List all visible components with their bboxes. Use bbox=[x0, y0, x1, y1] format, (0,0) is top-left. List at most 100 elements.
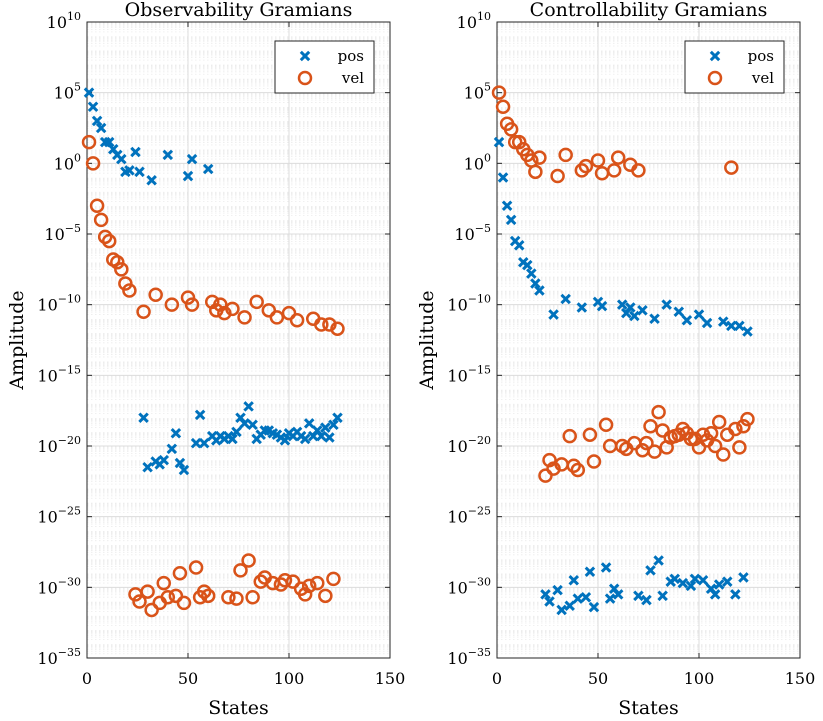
ctrl-y-tick-label: 10−5 bbox=[454, 222, 491, 244]
obs-pos-point-stroke bbox=[190, 437, 202, 449]
ctrl-pos-point-stroke bbox=[722, 576, 733, 587]
ctrl-series-vel bbox=[491, 85, 755, 483]
ctrl-vel-point bbox=[703, 426, 719, 441]
obs-pos-point-stroke bbox=[239, 418, 250, 429]
ctrl-pos-point bbox=[596, 300, 608, 312]
obs-vel-point bbox=[237, 310, 252, 325]
ctrl-pos-point bbox=[633, 590, 644, 602]
ctrl-vel-point bbox=[639, 435, 654, 451]
ctrl-pos-point bbox=[604, 593, 616, 604]
obs-pos-point-stroke bbox=[134, 166, 145, 178]
obs-pos-point-stroke bbox=[107, 143, 119, 155]
ctrl-pos-point-stroke bbox=[689, 573, 701, 585]
ctrl-vel-point bbox=[582, 427, 598, 442]
ctrl-pos-point-stroke bbox=[701, 317, 713, 329]
ctrl-vel-point bbox=[566, 458, 582, 474]
ctrl-pos-point bbox=[701, 317, 713, 329]
obs-pos-point-stroke bbox=[279, 435, 291, 446]
obs-pos-point-stroke bbox=[87, 101, 99, 113]
obs-y-tick-label: 10−10 bbox=[37, 293, 81, 315]
obs-pos-point-stroke bbox=[312, 425, 323, 436]
obs-pos-point-stroke bbox=[332, 412, 343, 423]
obs-pos-point-stroke bbox=[182, 170, 194, 182]
ctrl-pos-point bbox=[661, 299, 672, 310]
ctrl-vel-point bbox=[732, 440, 747, 455]
ctrl-pos-point bbox=[576, 302, 588, 313]
ctrl-vel-point bbox=[675, 421, 691, 437]
ctrl-pos-point-stroke bbox=[584, 566, 596, 578]
obs-vel-point bbox=[322, 317, 337, 332]
obs-y-tick-label: 10−5 bbox=[44, 222, 81, 244]
obs-pos-point bbox=[194, 409, 206, 421]
ctrl-vel-point bbox=[532, 150, 547, 165]
obs-y-tick-label: 105 bbox=[54, 81, 81, 103]
obs-vel-point bbox=[310, 575, 325, 591]
ctrl-y-tick-label: 10−35 bbox=[447, 646, 491, 668]
ctrl-pos-point-stroke bbox=[637, 305, 648, 316]
obs-pos-point bbox=[332, 412, 343, 423]
obs-pos-point-stroke bbox=[83, 87, 95, 98]
ctrl-vel-point bbox=[707, 438, 723, 454]
obs-pos-point-stroke bbox=[174, 457, 186, 469]
ctrl-pos-point-stroke bbox=[713, 579, 725, 590]
ctrl-pos-point bbox=[584, 566, 596, 578]
ctrl-pos-point-stroke bbox=[552, 584, 563, 596]
ctrl-pos-point bbox=[669, 573, 681, 585]
obs-vel-point bbox=[326, 571, 341, 587]
obs-pos-point-stroke bbox=[231, 426, 242, 438]
ctrl-vel-point bbox=[691, 440, 707, 455]
ctrl-pos-point-stroke bbox=[596, 300, 608, 312]
ctrl-pos-point bbox=[730, 589, 741, 600]
obs-x-tick-label: 50 bbox=[178, 669, 198, 688]
ctrl-pos-point-stroke bbox=[685, 580, 697, 592]
ctrl-pos-point-stroke bbox=[661, 299, 672, 310]
ctrl-pos-point bbox=[493, 136, 505, 148]
obs-vel-point bbox=[136, 304, 151, 319]
obs-vel-point bbox=[213, 297, 228, 312]
obs-pos-point bbox=[328, 419, 339, 431]
obs-legend: pos vel bbox=[274, 40, 375, 94]
ctrl-pos-point bbox=[726, 320, 737, 332]
ctrl-pos-point-stroke bbox=[580, 591, 592, 603]
ctrl-pos-point bbox=[564, 600, 575, 611]
ctrl-pos-point bbox=[580, 591, 592, 603]
obs-pos-point bbox=[170, 428, 182, 439]
obs-pos-point bbox=[227, 433, 238, 445]
ctrl-vel-point bbox=[610, 150, 626, 165]
ctrl-pos-point-stroke bbox=[677, 577, 689, 589]
obs-vel-point bbox=[188, 560, 204, 575]
obs-pos-point-stroke bbox=[320, 422, 331, 433]
ctrl-pos-point-stroke bbox=[681, 314, 693, 326]
ctrl-pos-point bbox=[600, 562, 612, 573]
obs-pos-point bbox=[95, 122, 107, 134]
ctrl-x-tick-label: 100 bbox=[684, 669, 715, 688]
obs-vel-point bbox=[156, 575, 172, 591]
obs-vel-point bbox=[221, 589, 236, 605]
obs-pos-point-stroke bbox=[103, 136, 115, 148]
ctrl-pos-point bbox=[560, 293, 571, 305]
ctrl-pos-point bbox=[722, 576, 733, 587]
ctrl-pos-point-stroke bbox=[522, 259, 533, 271]
ctrl-pos-point bbox=[673, 306, 685, 317]
obs-pos-point bbox=[87, 101, 99, 113]
ctrl-x-axis-label: States bbox=[618, 697, 679, 719]
obs-pos-point bbox=[116, 153, 127, 165]
obs-vel-point bbox=[81, 134, 97, 150]
ctrl-pos-point bbox=[522, 259, 533, 271]
obs-vel-point bbox=[261, 303, 277, 318]
ctrl-pos-point-stroke bbox=[505, 214, 517, 226]
obs-pos-point bbox=[146, 175, 157, 186]
ctrl-pos-point bbox=[681, 314, 693, 326]
obs-pos-point-stroke bbox=[142, 461, 153, 473]
ctrl-pos-point bbox=[629, 310, 640, 322]
obs-vel-point bbox=[176, 595, 192, 611]
obs-vel-point bbox=[229, 591, 244, 606]
obs-vel-point bbox=[285, 574, 301, 589]
obs-vel-point bbox=[225, 301, 240, 317]
ctrl-pos-point-stroke bbox=[742, 326, 753, 337]
ctrl-pos-point-stroke bbox=[709, 589, 721, 600]
ctrl-chart-title: Controllability Gramians bbox=[530, 0, 768, 21]
obs-pos-point bbox=[174, 457, 186, 469]
ctrl-vel-point bbox=[736, 418, 751, 434]
ctrl-pos-point bbox=[544, 596, 555, 607]
